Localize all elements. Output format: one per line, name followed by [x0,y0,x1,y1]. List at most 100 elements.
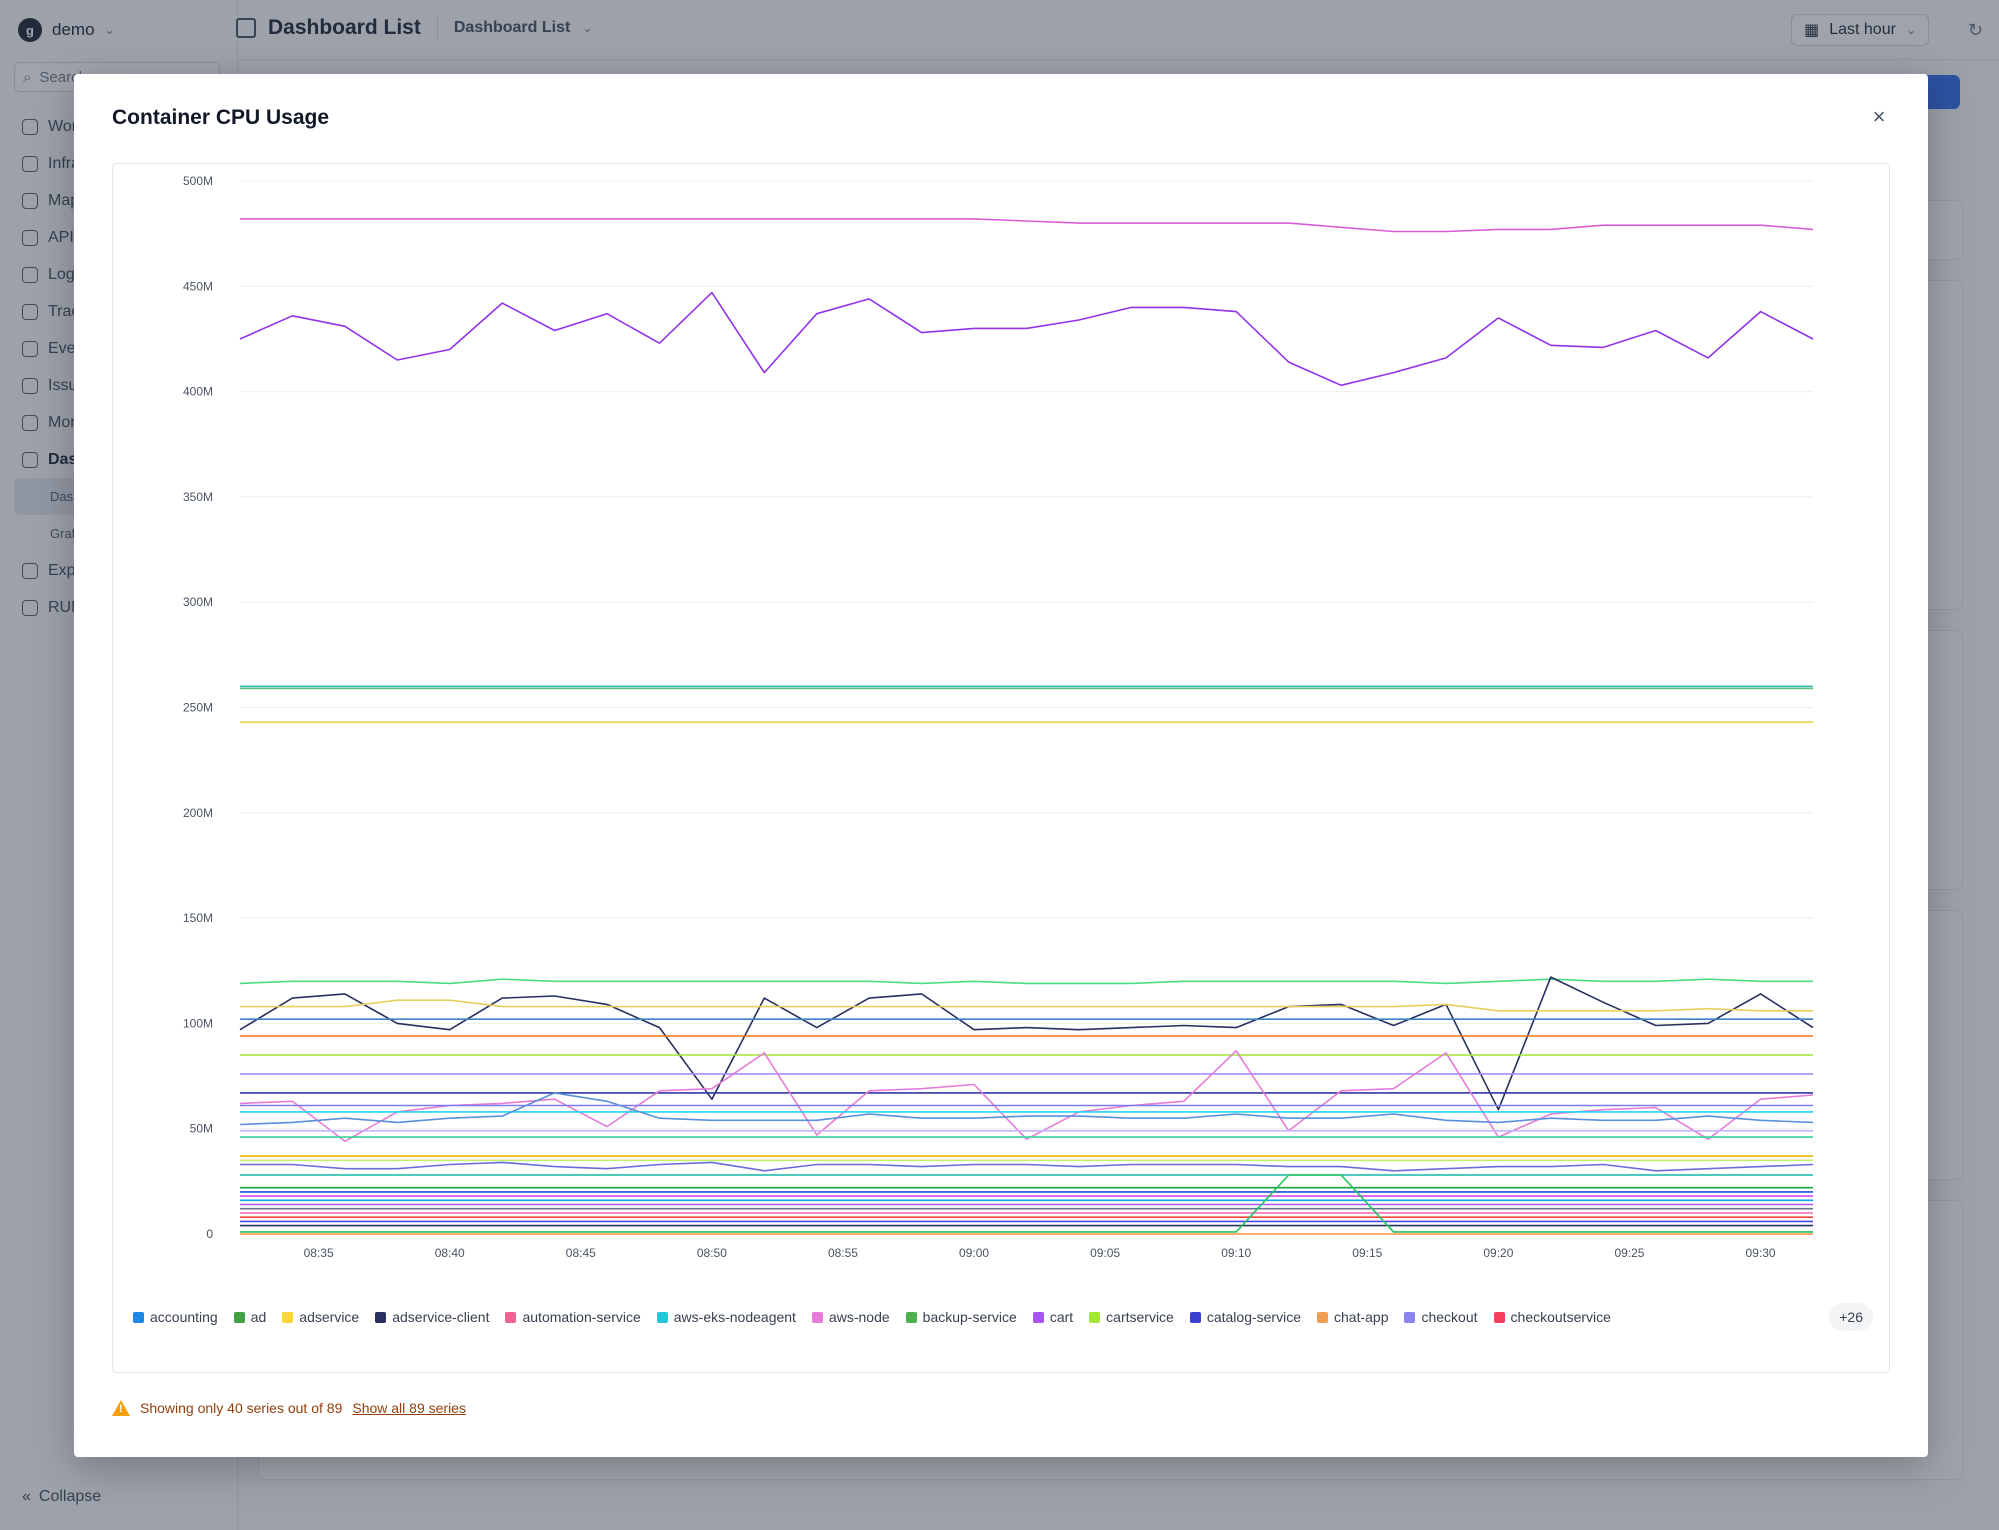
legend-label: backup-service [922,1309,1017,1325]
org-name: demo [52,20,95,39]
legend-label: cart [1049,1309,1074,1325]
legend-label: checkoutservice [1510,1309,1611,1325]
sidebar-item-apis[interactable]: APIs [14,219,224,256]
logs-icon [22,266,38,283]
legend-items: accounting ad adservice adservice-client aut… [133,1309,1627,1325]
legend-swatch [282,1311,294,1323]
legend-more-button[interactable]: +26 [1829,1303,1873,1331]
calendar-icon [22,340,38,357]
refresh-icon[interactable]: ↻ [1967,20,1983,40]
chart-card: 0 50M 100M 150M 200M 250M 300M 350M 400M 450M 500M… [112,163,1890,1373]
close-icon[interactable]: × [1872,104,1886,129]
legend-swatch [1317,1311,1328,1323]
double-chevron-left-icon: « [22,1488,31,1505]
show-all-series-link[interactable]: Show all 89 series [352,1400,466,1416]
y-tick-label: 100M [183,1016,213,1030]
legend-swatch [1493,1311,1505,1323]
x-tick-label: 08:45 [566,1246,596,1260]
y-tick-label: 300M [183,595,213,609]
legend-label: adservice-client [392,1309,490,1325]
traces-icon [22,303,38,320]
line-chart: 0 50M 100M 150M 200M 250M 300M 350M 400M 450M 500M… [183,174,1814,1260]
legend-label: automation-service [522,1309,641,1325]
series-line [239,291,1814,387]
alert-icon [22,377,38,394]
collapse-button[interactable]: « Collapse [22,1488,101,1506]
y-tick-label: 450M [183,279,213,293]
chart-legend: accounting ad adservice adservice-client aut… [133,1302,1873,1332]
y-tick-label: 350M [183,490,213,504]
x-tick-label: 09:25 [1614,1246,1644,1260]
x-tick-label: 08:35 [304,1246,334,1260]
legend-swatch [1032,1311,1044,1323]
top-bar: Dashboard List Dashboard List ⌄ ▦ Last h… [236,0,1999,60]
legend-item[interactable]: automation-service [505,1309,641,1325]
x-tick-label: 08:55 [828,1246,858,1260]
y-tick-label: 400M [183,385,213,399]
legend-item[interactable]: adservice [282,1309,359,1325]
modal-title: Container CPU Usage [112,106,330,129]
explore-icon [22,562,38,579]
chevron-down-icon: ⌄ [104,23,115,37]
api-icon [22,229,38,246]
series-line [239,1049,1814,1143]
header-divider [436,17,438,39]
legend-label: checkout [1421,1309,1478,1325]
legend-item[interactable]: catalog-service [1189,1309,1301,1325]
legend-item[interactable]: adservice-client [375,1309,489,1325]
dashboard-grid-icon [236,18,256,38]
series-line [240,1174,1813,1233]
legend-swatch [505,1311,517,1323]
page-title: Dashboard List [268,16,421,39]
x-tick-label: 09:00 [959,1246,989,1260]
legend-item[interactable]: aws-node [811,1309,890,1325]
legend-item[interactable]: accounting [133,1309,218,1325]
breadcrumb-dropdown[interactable]: Dashboard List [453,19,571,36]
chevron-down-icon: ⌄ [582,21,593,35]
y-tick-label: 150M [183,911,213,925]
y-tick-label: 500M [183,174,213,188]
page-header: Dashboard List Dashboard List ⌄ [236,16,593,40]
legend-label: aws-node [828,1309,890,1325]
x-tick-label: 09:20 [1483,1246,1513,1260]
legend-swatch [1089,1311,1101,1323]
legend-item[interactable]: checkoutservice [1493,1309,1611,1325]
legend-item[interactable]: cart [1032,1309,1074,1325]
series-line [239,978,1813,985]
time-range-picker[interactable]: ▦ Last hour ⌄ [1791,14,1929,46]
series-line [239,976,1814,1111]
y-tick-label: 0 [206,1227,213,1241]
legend-label: accounting [150,1309,218,1325]
legend-swatch [811,1311,823,1323]
legend-item[interactable]: backup-service [905,1309,1017,1325]
x-tick-label: 09:10 [1221,1246,1251,1260]
series-line [239,1092,1814,1126]
series-line [240,999,1813,1012]
legend-item[interactable]: checkout [1404,1309,1478,1325]
legend-item[interactable]: ad [233,1309,266,1325]
legend-swatch [1189,1311,1201,1323]
warning-text: Showing only 40 series out of 89 [140,1400,343,1416]
legend-swatch [656,1311,668,1323]
series-line [240,1161,1814,1172]
x-tick-label: 09:05 [1090,1246,1120,1260]
legend-item[interactable]: chat-app [1317,1309,1388,1325]
pulse-icon [22,414,38,431]
legend-swatch [1404,1311,1416,1323]
x-tick-label: 09:15 [1352,1246,1382,1260]
legend-label: catalog-service [1206,1309,1301,1325]
org-switcher[interactable]: g demo ⌄ [18,18,115,42]
y-tick-label: 200M [183,806,213,820]
legend-item[interactable]: aws-eks-nodeagent [656,1309,796,1325]
collapse-label: Collapse [38,1488,102,1505]
legend-swatch [905,1311,917,1323]
legend-item[interactable]: cartservice [1089,1309,1174,1325]
sidebar-item-label: APIs [48,228,82,246]
rum-icon [22,599,38,616]
legend-label: aws-eks-nodeagent [673,1309,796,1325]
chart-modal: Container CPU Usage × 0 50M 100M 150M 200M 25… [74,74,1928,1457]
y-tick-label: 250M [183,701,213,715]
calendar-icon: ▦ [1804,22,1820,39]
legend-label: adservice [299,1309,360,1325]
chevron-down-icon: ⌄ [1905,23,1916,37]
